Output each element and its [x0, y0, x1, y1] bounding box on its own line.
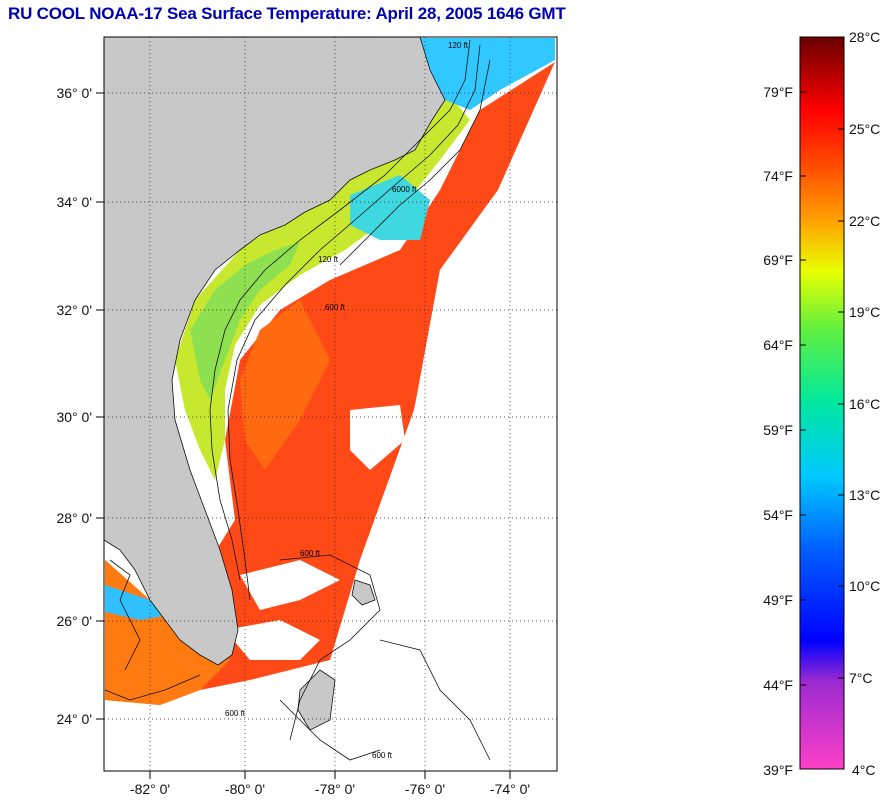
cb-f-54: 54°F — [763, 507, 793, 523]
lon-label-76: -76° 0' — [405, 781, 445, 797]
lat-label-28: 28° 0' — [56, 510, 92, 526]
map-title: RU COOL NOAA-17 Sea Surface Temperature:… — [8, 4, 566, 23]
contour-label-120ft: 120 ft — [448, 41, 469, 50]
cb-f-44: 44°F — [763, 677, 793, 693]
lat-label-24: 24° 0' — [56, 711, 92, 727]
colorbar-gradient — [799, 36, 845, 770]
lat-label-32: 32° 0' — [56, 302, 92, 318]
contour-600ft — [227, 44, 481, 601]
contour-label-120ft-2: 120 ft — [318, 255, 339, 264]
contour-6000ft — [339, 59, 491, 266]
cb-f-59: 59°F — [763, 422, 793, 438]
lon-label-74: -74° 0' — [490, 781, 530, 797]
longitude-labels: -82° 0' -80° 0' -78° 0' -76° 0' -74° 0' — [130, 781, 530, 797]
contour-label-600ft-2: 600 ft — [300, 549, 321, 558]
cb-c-19: 19°C — [849, 304, 880, 320]
cb-f-49: 49°F — [763, 592, 793, 608]
cb-f-69: 69°F — [763, 252, 793, 268]
cb-f-64: 64°F — [763, 337, 793, 353]
contour-label-600ft-4: 600 ft — [372, 751, 393, 760]
map-panel — [104, 37, 557, 771]
lat-label-36: 36° 0' — [56, 85, 92, 101]
cb-c-13: 13°C — [849, 487, 880, 503]
warm-water-region — [105, 62, 555, 705]
no-data-region — [330, 62, 555, 771]
colorbar: 28°C 25°C 22°C 19°C 16°C 13°C 10°C 7°C 4… — [763, 29, 880, 778]
bahamas-island-2 — [351, 579, 376, 606]
cloud-mask — [225, 405, 405, 660]
contour-labels: 120 ft 120 ft 600 ft 600 ft 600 ft 600 f… — [225, 41, 469, 760]
cb-c-28: 28°C — [849, 29, 880, 45]
axis-ticks — [96, 92, 511, 779]
lat-label-30: 30° 0' — [56, 409, 92, 425]
cb-f-39: 39°F — [763, 762, 793, 778]
lon-label-80: -80° 0' — [225, 781, 265, 797]
lat-label-26: 26° 0' — [56, 613, 92, 629]
cb-c-16: 16°C — [849, 396, 880, 412]
contour-label-6000ft: 6000 ft — [392, 185, 417, 194]
map-frame — [103, 36, 558, 772]
cb-c-7: 7°C — [849, 670, 873, 686]
cb-f-74: 74°F — [763, 168, 793, 184]
cold-water-keys — [105, 585, 170, 620]
cb-f-79: 79°F — [763, 84, 793, 100]
cb-c-25: 25°C — [849, 121, 880, 137]
orange-water-patch-2 — [240, 300, 330, 470]
lon-label-78: -78° 0' — [315, 781, 355, 797]
latitude-labels: 36° 0' 34° 0' 32° 0' 30° 0' 28° 0' 26° 0… — [56, 85, 92, 727]
lon-label-82: -82° 0' — [130, 781, 170, 797]
contour-120ft — [209, 39, 471, 581]
lat-label-34: 34° 0' — [56, 194, 92, 210]
contour-keys — [104, 559, 201, 701]
contour-label-600ft-3: 600 ft — [225, 709, 246, 718]
cb-c-10: 10°C — [849, 578, 880, 594]
contour-label-600ft: 600 ft — [325, 303, 346, 312]
cb-c-22: 22°C — [849, 213, 880, 229]
cb-c-4: 4°C — [852, 762, 876, 778]
cold-water-patch — [350, 175, 430, 240]
